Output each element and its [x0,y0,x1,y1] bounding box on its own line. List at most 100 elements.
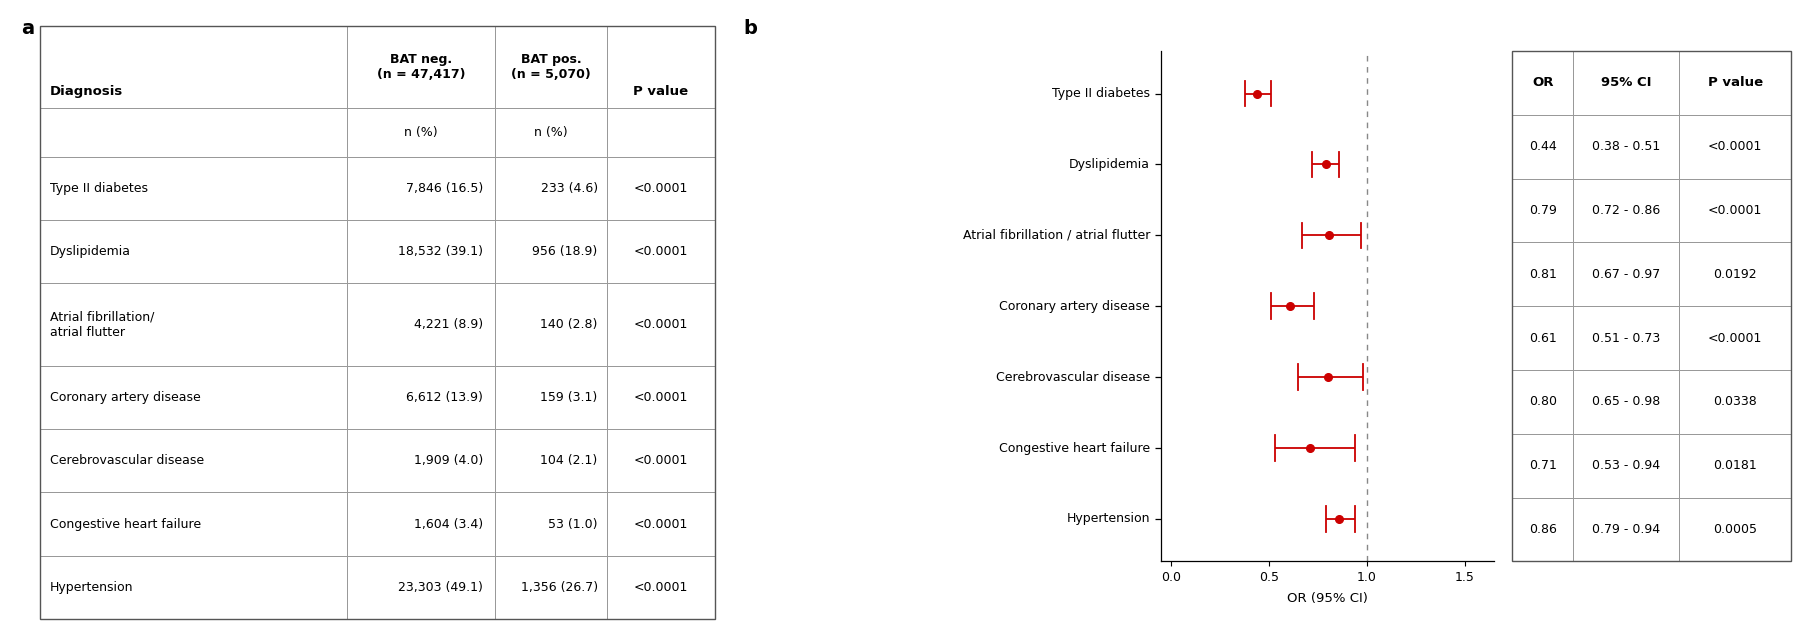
Text: 0.86: 0.86 [1528,523,1557,536]
Bar [347,157,495,220]
Text: 0.0192: 0.0192 [1714,268,1757,281]
Text: 0.53 - 0.94: 0.53 - 0.94 [1593,459,1660,472]
Text: 53 (1.0): 53 (1.0) [549,517,598,531]
Text: Diagnosis: Diagnosis [50,85,122,98]
Text: 233 (4.6): 233 (4.6) [540,182,598,195]
Bar [1573,306,1679,370]
Text: <0.0001: <0.0001 [634,245,688,258]
Bar [1679,370,1791,434]
Text: b: b [743,19,758,38]
Bar [1573,242,1679,306]
Text: <0.0001: <0.0001 [634,182,688,195]
Text: BAT pos.
(n = 5,070): BAT pos. (n = 5,070) [511,53,590,81]
Text: Cerebrovascular disease: Cerebrovascular disease [995,371,1150,383]
Bar [1512,370,1573,434]
Bar [347,108,495,157]
Bar [607,429,715,493]
Text: 18,532 (39.1): 18,532 (39.1) [398,245,484,258]
Text: <0.0001: <0.0001 [1708,204,1762,217]
Bar [1573,370,1679,434]
Bar [495,493,607,556]
Bar [40,366,347,429]
Bar [1679,306,1791,370]
Text: 0.38 - 0.51: 0.38 - 0.51 [1593,140,1661,153]
Bar [607,26,715,108]
Bar [1679,179,1791,242]
Text: OR: OR [1532,77,1553,89]
Text: Hypertension: Hypertension [50,581,133,594]
Text: 0.81: 0.81 [1528,268,1557,281]
Bar [495,429,607,493]
Text: <0.0001: <0.0001 [634,318,688,331]
Text: Hypertension: Hypertension [1066,512,1150,526]
Text: 0.72 - 0.86: 0.72 - 0.86 [1593,204,1661,217]
Bar [1512,242,1573,306]
Bar [1573,115,1679,179]
Bar [40,493,347,556]
Bar [607,157,715,220]
Bar [495,157,607,220]
Text: a: a [22,19,34,38]
Text: Atrial fibrillation / atrial flutter: Atrial fibrillation / atrial flutter [963,229,1150,242]
Text: Atrial fibrillation/
atrial flutter: Atrial fibrillation/ atrial flutter [50,311,155,339]
Bar [40,220,347,283]
Text: 0.61: 0.61 [1528,332,1557,345]
Text: 0.51 - 0.73: 0.51 - 0.73 [1593,332,1661,345]
Bar [495,26,607,108]
Text: 140 (2.8): 140 (2.8) [540,318,598,331]
Bar [40,429,347,493]
Text: Congestive heart failure: Congestive heart failure [999,441,1150,454]
Bar [1573,498,1679,561]
Bar [40,157,347,220]
Text: <0.0001: <0.0001 [634,454,688,467]
Text: Dyslipidemia: Dyslipidemia [1069,158,1150,171]
Bar [40,108,347,157]
Text: 6,612 (13.9): 6,612 (13.9) [407,391,484,404]
Text: 23,303 (49.1): 23,303 (49.1) [398,581,484,594]
Text: Coronary artery disease: Coronary artery disease [50,391,200,404]
Bar [495,556,607,619]
Text: n (%): n (%) [535,126,567,139]
Bar [1679,115,1791,179]
Bar [1512,434,1573,498]
Text: <0.0001: <0.0001 [634,581,688,594]
Text: Type II diabetes: Type II diabetes [1051,87,1150,100]
Bar [495,220,607,283]
Text: 0.44: 0.44 [1528,140,1557,153]
Text: BAT neg.
(n = 47,417): BAT neg. (n = 47,417) [376,53,464,81]
Text: 104 (2.1): 104 (2.1) [540,454,598,467]
Text: 956 (18.9): 956 (18.9) [533,245,598,258]
Text: 0.80: 0.80 [1528,396,1557,408]
Bar [1679,498,1791,561]
Bar [607,366,715,429]
Text: <0.0001: <0.0001 [634,391,688,404]
Text: 95% CI: 95% CI [1602,77,1652,89]
Text: 1,604 (3.4): 1,604 (3.4) [414,517,484,531]
X-axis label: OR (95% CI): OR (95% CI) [1287,593,1368,605]
Bar [1679,51,1791,115]
Bar [347,283,495,366]
Text: n (%): n (%) [405,126,437,139]
Bar [347,366,495,429]
Bar [1512,498,1573,561]
Bar [347,26,495,108]
Text: 7,846 (16.5): 7,846 (16.5) [407,182,484,195]
Text: 0.79 - 0.94: 0.79 - 0.94 [1593,523,1660,536]
Bar [40,283,347,366]
Text: <0.0001: <0.0001 [634,517,688,531]
Bar [1512,51,1573,115]
Text: Dyslipidemia: Dyslipidemia [50,245,131,258]
Bar [495,366,607,429]
Bar [495,283,607,366]
Bar [1512,306,1573,370]
Text: 159 (3.1): 159 (3.1) [540,391,598,404]
Bar [607,220,715,283]
Text: Cerebrovascular disease: Cerebrovascular disease [50,454,203,467]
Text: Type II diabetes: Type II diabetes [50,182,148,195]
Bar [607,283,715,366]
Text: Congestive heart failure: Congestive heart failure [50,517,202,531]
Bar [607,108,715,157]
Text: P value: P value [634,85,688,98]
Text: Coronary artery disease: Coronary artery disease [999,300,1150,313]
Bar [40,26,347,108]
